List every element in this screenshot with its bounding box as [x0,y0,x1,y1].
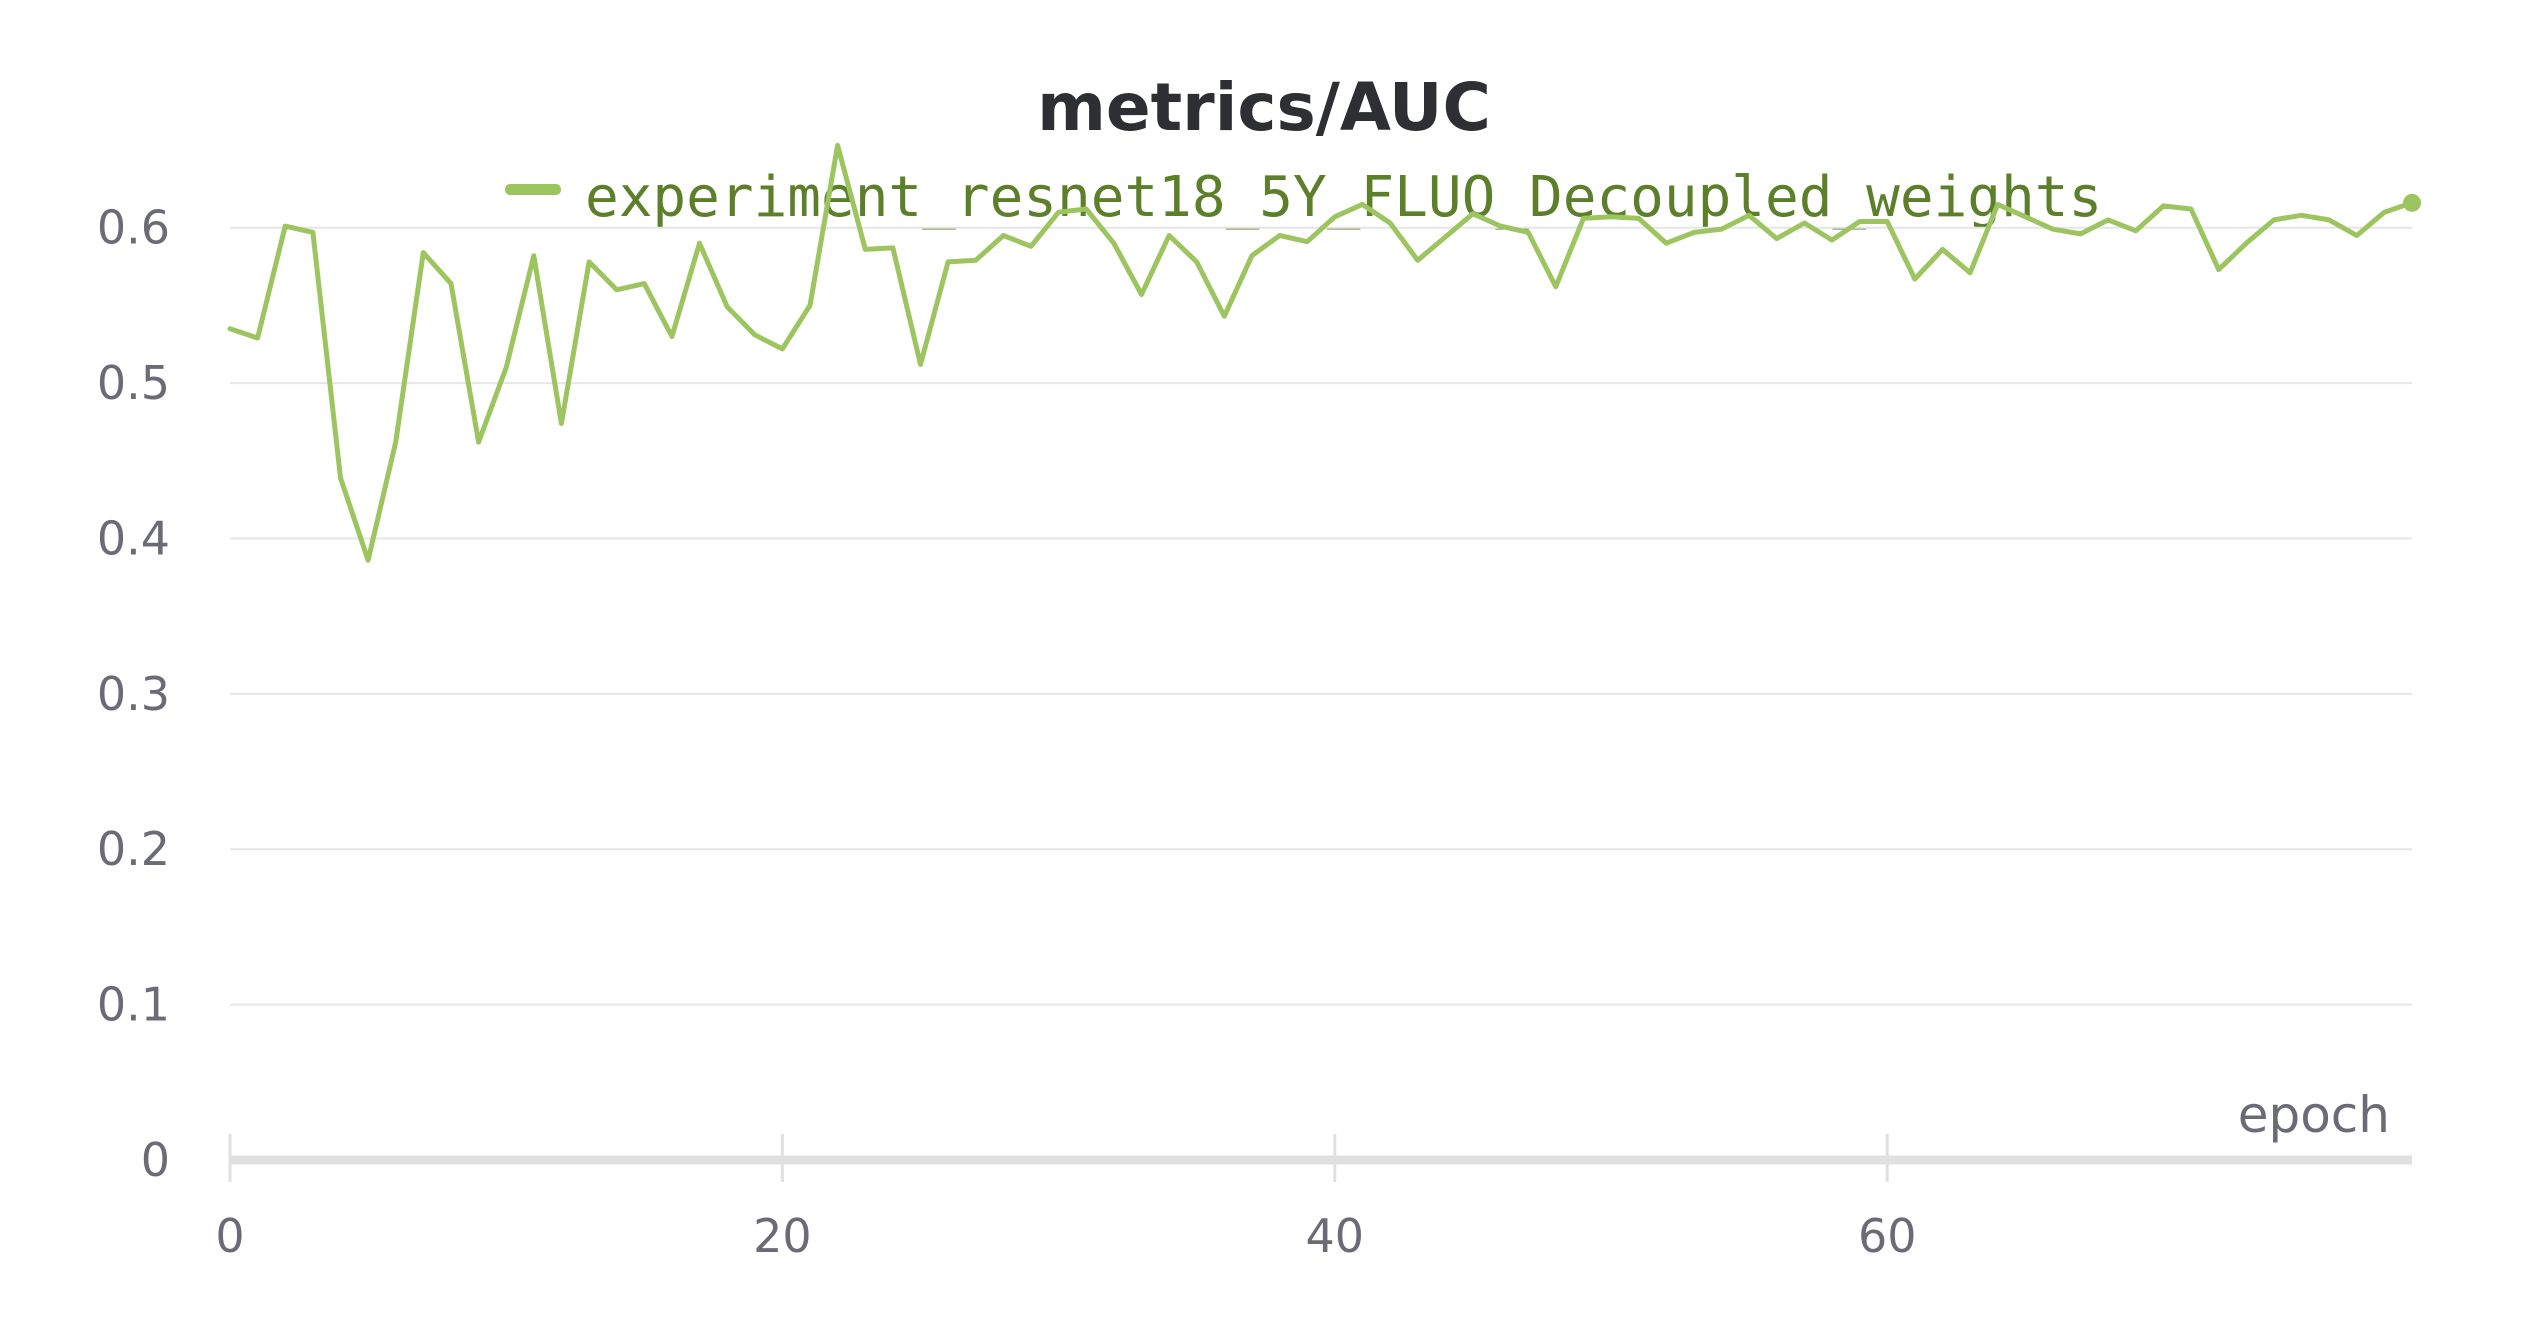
y-tick-label: 0.3 [97,667,170,721]
series-layer[interactable] [227,142,2421,563]
y-tick-label: 0.4 [97,511,170,565]
y-tick-label: 0.2 [97,822,170,876]
series-end-point[interactable] [2403,193,2421,212]
x-axis-label: epoch [2238,1086,2390,1144]
legend[interactable]: experiment_resnet18_5Y_FLUO_Decoupled_we… [505,165,2102,230]
series-line-1[interactable] [227,142,2415,563]
x-tick-label: 60 [1858,1209,1917,1263]
legend-label-series-1: experiment_resnet18_5Y_FLUO_Decoupled_we… [585,165,2102,230]
x-tick-label: 0 [215,1209,244,1263]
x-tick-label: 40 [1306,1209,1365,1263]
y-tick-label: 0.5 [97,356,170,410]
y-tick-label: 0.1 [97,978,170,1032]
legend-swatch [505,184,561,195]
chart-title: metrics/AUC [1037,69,1491,146]
x-tick-label: 20 [753,1209,812,1263]
y-tick-label: 0.6 [97,201,170,255]
y-axis: 0 0.1 0.2 0.3 0.4 0.5 0.6 [97,201,170,1187]
x-axis-ticks: 0 20 40 60 [215,1134,1916,1263]
grid [230,226,2412,1006]
y-tick-label: 0 [141,1133,170,1187]
